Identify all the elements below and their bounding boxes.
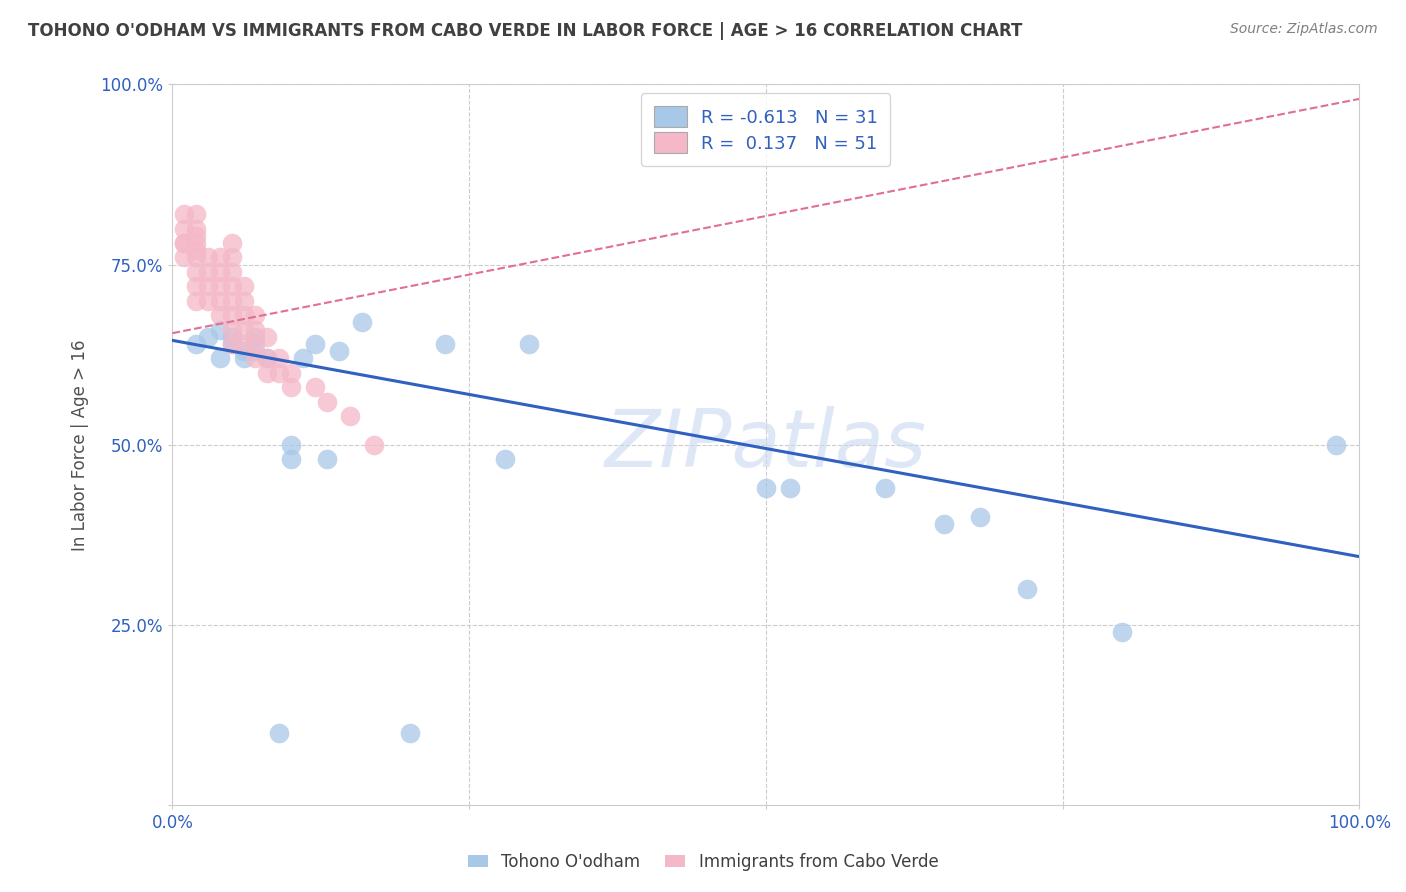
Point [315, 452, 337, 467]
Point [184, 244, 207, 258]
Point [517, 337, 540, 351]
Point [280, 452, 302, 467]
Point [208, 322, 231, 336]
Point [256, 351, 278, 366]
Point [221, 337, 243, 351]
Point [280, 438, 302, 452]
Point [184, 235, 207, 250]
Point [184, 207, 207, 221]
Point [173, 251, 195, 265]
Point [197, 279, 219, 293]
Point [304, 380, 326, 394]
Point [398, 726, 420, 740]
Point [256, 366, 278, 380]
Point [315, 394, 337, 409]
Point [245, 344, 267, 359]
Point [232, 322, 254, 336]
Point [755, 481, 778, 495]
Legend: Tohono O'odham, Immigrants from Cabo Verde: Tohono O'odham, Immigrants from Cabo Ver… [460, 845, 946, 880]
Point [208, 265, 231, 279]
Point [184, 251, 207, 265]
Point [208, 279, 231, 293]
Point [208, 308, 231, 322]
Point [184, 228, 207, 243]
Text: TOHONO O'ODHAM VS IMMIGRANTS FROM CABO VERDE IN LABOR FORCE | AGE > 16 CORRELATI: TOHONO O'ODHAM VS IMMIGRANTS FROM CABO V… [28, 22, 1022, 40]
Point [269, 726, 291, 740]
Point [173, 207, 195, 221]
Point [184, 293, 207, 308]
Point [221, 235, 243, 250]
Point [245, 308, 267, 322]
Point [197, 251, 219, 265]
Point [221, 265, 243, 279]
Point [269, 366, 291, 380]
Point [208, 251, 231, 265]
Point [269, 351, 291, 366]
Point [932, 517, 955, 532]
Point [184, 337, 207, 351]
Point [494, 452, 516, 467]
Point [197, 265, 219, 279]
Point [1111, 625, 1133, 640]
Point [221, 293, 243, 308]
Point [232, 308, 254, 322]
Point [173, 235, 195, 250]
Point [184, 279, 207, 293]
Point [434, 337, 457, 351]
Point [291, 351, 314, 366]
Point [184, 265, 207, 279]
Point [328, 344, 350, 359]
Legend: R = -0.613   N = 31, R =  0.137   N = 51: R = -0.613 N = 31, R = 0.137 N = 51 [641, 94, 890, 166]
Point [779, 481, 801, 495]
Point [232, 279, 254, 293]
Point [256, 351, 278, 366]
Point [969, 510, 991, 524]
Point [280, 380, 302, 394]
Point [221, 337, 243, 351]
Point [232, 293, 254, 308]
Point [173, 221, 195, 235]
Text: Source: ZipAtlas.com: Source: ZipAtlas.com [1230, 22, 1378, 37]
Point [245, 351, 267, 366]
Point [232, 344, 254, 359]
Point [197, 330, 219, 344]
Point [245, 330, 267, 344]
Point [232, 351, 254, 366]
Y-axis label: In Labor Force | Age > 16: In Labor Force | Age > 16 [72, 339, 89, 550]
Point [245, 322, 267, 336]
Point [256, 330, 278, 344]
Point [197, 293, 219, 308]
Point [208, 293, 231, 308]
Point [304, 337, 326, 351]
Point [339, 409, 361, 423]
Point [221, 251, 243, 265]
Point [280, 366, 302, 380]
Point [221, 330, 243, 344]
Point [221, 308, 243, 322]
Point [173, 235, 195, 250]
Point [232, 337, 254, 351]
Point [208, 351, 231, 366]
Point [184, 221, 207, 235]
Point [1017, 582, 1039, 596]
Text: ZIPatlas: ZIPatlas [605, 406, 927, 483]
Point [352, 315, 374, 329]
Point [873, 481, 896, 495]
Point [245, 337, 267, 351]
Point [221, 279, 243, 293]
Point [221, 322, 243, 336]
Point [1324, 438, 1347, 452]
Point [363, 438, 385, 452]
